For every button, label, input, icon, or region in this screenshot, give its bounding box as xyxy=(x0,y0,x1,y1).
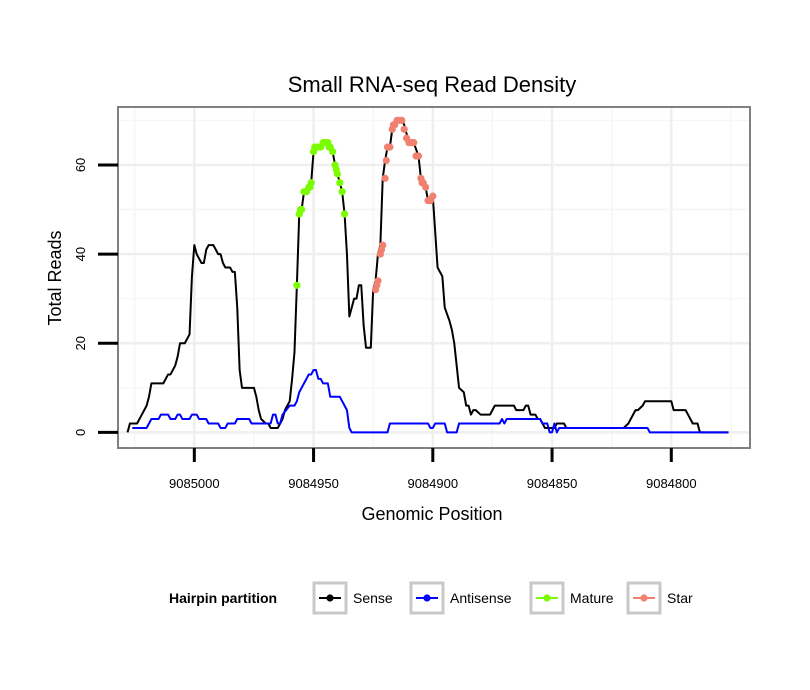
data-point-star xyxy=(400,125,408,133)
x-tick-label: 9084950 xyxy=(288,476,339,491)
legend-label-mature: Mature xyxy=(570,590,614,606)
data-point-mature xyxy=(338,188,346,196)
data-point-star xyxy=(429,192,437,200)
data-point-mature xyxy=(340,210,349,218)
legend-label-antisense: Antisense xyxy=(450,590,512,606)
data-point-mature xyxy=(293,281,301,289)
x-tick-label: 9085000 xyxy=(169,476,220,491)
data-point-mature xyxy=(333,170,342,178)
y-tick-label: 0 xyxy=(73,429,88,436)
legend-item-mature: Mature xyxy=(529,581,614,615)
data-point-mature xyxy=(307,179,315,187)
data-point-mature xyxy=(329,147,337,156)
data-point-star xyxy=(398,116,406,124)
legend-item-star: Star xyxy=(626,581,693,615)
data-point-star xyxy=(374,277,382,285)
series-points-star xyxy=(371,116,437,294)
y-tick-label: 40 xyxy=(73,247,88,261)
x-tick-label: 9084800 xyxy=(646,476,697,491)
data-point-mature xyxy=(298,205,306,214)
y-axis-title: Total Reads xyxy=(45,230,65,325)
chart-title: Small RNA-seq Read Density xyxy=(288,72,577,97)
legend-key-point xyxy=(423,594,431,602)
data-point-star xyxy=(381,174,389,182)
legend-label-star: Star xyxy=(667,590,693,606)
legend-item-antisense: Antisense xyxy=(409,581,512,615)
y-tick-label: 20 xyxy=(73,336,88,350)
plot-panel xyxy=(117,106,751,449)
data-point-star xyxy=(382,156,390,165)
data-point-star xyxy=(422,183,430,191)
data-point-star xyxy=(414,152,423,160)
legend-item-sense: Sense xyxy=(312,581,393,615)
x-axis-title: Genomic Position xyxy=(361,504,502,524)
series-layer xyxy=(126,116,729,434)
legend-title: Hairpin partition xyxy=(169,590,277,606)
legend-key-point xyxy=(326,594,334,602)
series-line-antisense xyxy=(132,368,729,434)
y-axis: 0 20 40 60 xyxy=(73,158,118,436)
legend: Hairpin partition Sense Antisense Mature St… xyxy=(169,581,693,615)
data-point-star xyxy=(386,143,394,151)
legend-key-point xyxy=(543,594,551,602)
legend-key-point xyxy=(640,594,648,602)
gridlines xyxy=(118,107,750,448)
y-tick-label: 60 xyxy=(73,158,88,172)
legend-label-sense: Sense xyxy=(353,590,393,606)
data-point-mature xyxy=(336,179,344,187)
series-points-mature xyxy=(293,139,349,289)
data-point-star xyxy=(410,139,418,147)
x-axis: 9085000 9084950 9084900 9084850 9084800 xyxy=(169,448,697,491)
series-line-sense xyxy=(126,119,729,434)
x-tick-label: 9084900 xyxy=(407,476,458,491)
x-tick-label: 9084850 xyxy=(527,476,578,491)
data-point-star xyxy=(379,241,387,249)
